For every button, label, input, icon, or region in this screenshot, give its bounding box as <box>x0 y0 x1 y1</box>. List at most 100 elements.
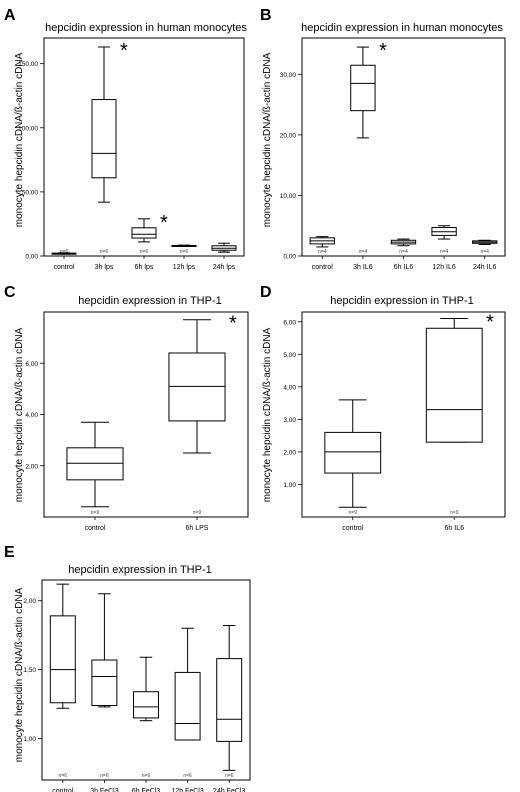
panel-e-n-label: n=6 <box>100 773 109 779</box>
panel-a-box-3 <box>131 218 157 243</box>
panel-b-ytick-label: 0,00 <box>283 254 296 261</box>
panel-c-n-label: n=9 <box>193 510 202 516</box>
panel-d-significance-star: * <box>486 312 494 334</box>
panel-c-box-2 <box>168 319 226 454</box>
panel-c-title: hepcidin expression in THP-1 <box>78 295 221 307</box>
panel-d-xtick-label: control <box>342 525 363 532</box>
panel-c-xtick-label: 6h LPS <box>186 525 209 532</box>
panel-e-ytick-label: 1,00 <box>23 736 36 743</box>
panel-a-box-4 <box>171 244 197 247</box>
panel-c-letter: C <box>4 284 16 301</box>
panel-e-box-5 <box>216 625 243 771</box>
panel-e-xtick-label: 3h FeCl3 <box>90 788 119 792</box>
panel-b-box-5 <box>472 239 498 245</box>
panel-d-ytick-label: 6,00 <box>283 319 296 326</box>
panel-b-n-label: n=4 <box>318 249 327 255</box>
panel-e-box-3 <box>133 656 159 722</box>
panel-b-box-2 <box>350 46 376 139</box>
panel-c-ytick-label: 2,00 <box>25 463 38 470</box>
panel-a-box-2 <box>91 46 117 203</box>
panel-b-ytick-label: 30,00 <box>280 72 297 79</box>
panel-b-xtick-label: control <box>312 264 333 271</box>
box-iqr <box>216 658 243 742</box>
box-iqr <box>49 615 76 704</box>
panel-c-xtick-label: control <box>84 525 105 532</box>
panel-a-box-1 <box>51 252 77 255</box>
panel-b-box-1 <box>309 236 335 248</box>
box-iqr <box>133 691 159 719</box>
panel-e-xtick-label: 12h FeCl3 <box>171 788 203 792</box>
panel-d-n-label: n=9 <box>450 510 459 516</box>
panel-d-letter: D <box>260 284 272 301</box>
panel-b-xtick-label: 24h IL6 <box>473 264 496 271</box>
panel-c-ytick-label: 6,00 <box>25 361 38 368</box>
panel-a-xtick-label: 3h lps <box>95 264 114 271</box>
panel-b-title: hepcidin expression in human monocytes <box>301 22 503 34</box>
panel-d-ytick-label: 4,00 <box>283 384 296 391</box>
panel-e-xtick-label: control <box>52 788 73 792</box>
panel-d-ytick-label: 1,00 <box>283 482 296 489</box>
panel-a-title: hepcidin expression in human monocytes <box>45 22 247 34</box>
panel-a-n-label: n=6 <box>100 249 109 255</box>
box-iqr <box>91 659 118 707</box>
panel-b-box-3 <box>390 238 417 247</box>
panel-c-ytick-label: 4,00 <box>25 412 38 419</box>
panel-b-plot-frame <box>301 37 506 257</box>
panel-a-xtick-label: 6h lps <box>135 264 154 271</box>
box-iqr <box>324 431 382 474</box>
panel-a-ytick-label: 150,00 <box>18 61 38 68</box>
panel-e-ylabel: monocyte hepcidin cDNA/ß-actin cDNA <box>14 587 25 762</box>
panel-e-letter: E <box>4 544 15 561</box>
box-iqr <box>168 352 226 422</box>
panel-a-n-label: n=6 <box>60 249 69 255</box>
panel-a-box-5 <box>211 242 237 253</box>
panel-e-xtick-label: 6h FeCl3 <box>132 788 161 792</box>
panel-e-ytick-label: 1,50 <box>23 667 36 674</box>
panel-b-n-label: n=4 <box>399 249 408 255</box>
box-iqr <box>174 671 201 741</box>
panel-a-letter: A <box>4 7 16 24</box>
panel-d-ytick-label: 2,00 <box>283 449 296 456</box>
panel-e-box-1 <box>49 583 76 709</box>
panel-a-ytick-label: 0,00 <box>25 254 38 261</box>
panel-e-n-label: n=6 <box>225 773 234 779</box>
panel-e-box-4 <box>174 627 201 741</box>
panel-b-n-label: n=4 <box>359 249 368 255</box>
panel-a-xtick-label: 24h lps <box>213 264 236 271</box>
panel-c-n-label: n=9 <box>91 510 100 516</box>
panel-a-ylabel: monocyte hepcidin cDNA/ß-actin cDNA <box>14 52 25 227</box>
panel-a-ytick-label: 100,00 <box>18 125 38 132</box>
panel-b-significance-star: * <box>379 40 387 62</box>
panel-d-ytick-label: 5,00 <box>283 352 296 359</box>
panel-e-box-2 <box>91 593 118 708</box>
panel-c-box-1 <box>66 421 124 508</box>
box-iqr <box>350 64 376 112</box>
panel-a-ytick-label: 50,00 <box>22 189 39 196</box>
panel-d-n-label: n=9 <box>349 510 358 516</box>
panel-d-box-2 <box>425 318 483 443</box>
panel-c-ylabel: monocyte hepcidin cDNA/ß-actin cDNA <box>14 327 25 502</box>
panel-e-title: hepcidin expression in THP-1 <box>68 564 211 576</box>
panel-a-xtick-label: 12h lps <box>173 264 196 271</box>
box-iqr <box>131 227 157 239</box>
panel-b-n-label: n=4 <box>480 249 489 255</box>
panel-b-xtick-label: 3h IL6 <box>353 264 373 271</box>
panel-d-ytick-label: 3,00 <box>283 417 296 424</box>
box-iqr <box>425 327 483 443</box>
panel-d-plot-frame <box>301 311 506 518</box>
box-iqr <box>91 99 117 179</box>
panel-e-n-label: n=6 <box>142 773 151 779</box>
panel-e-xtick-label: 24h FeCl3 <box>213 788 245 792</box>
panel-b-xtick-label: 12h IL6 <box>432 264 455 271</box>
panel-d-ylabel: monocyte hepcidin cDNA/ß-actin cDNA <box>262 327 273 502</box>
panel-b-ylabel: monocyte hepcidin cDNA/ß-actin cDNA <box>262 52 273 227</box>
panel-d-box-1 <box>324 399 382 508</box>
panel-a-n-label: n=6 <box>180 249 189 255</box>
panel-e-n-label: n=6 <box>59 773 68 779</box>
panel-e-n-label: n=6 <box>183 773 192 779</box>
box-iqr <box>66 447 124 481</box>
panel-b-xtick-label: 6h IL6 <box>394 264 414 271</box>
